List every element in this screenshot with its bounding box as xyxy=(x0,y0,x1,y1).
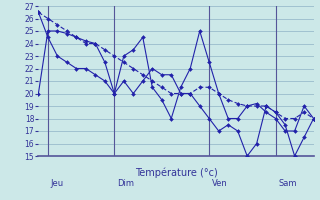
X-axis label: Température (°c): Température (°c) xyxy=(135,167,217,178)
Text: Ven: Ven xyxy=(212,178,228,188)
Text: Sam: Sam xyxy=(278,178,297,188)
Text: Jeu: Jeu xyxy=(51,178,64,188)
Text: Dim: Dim xyxy=(117,178,134,188)
